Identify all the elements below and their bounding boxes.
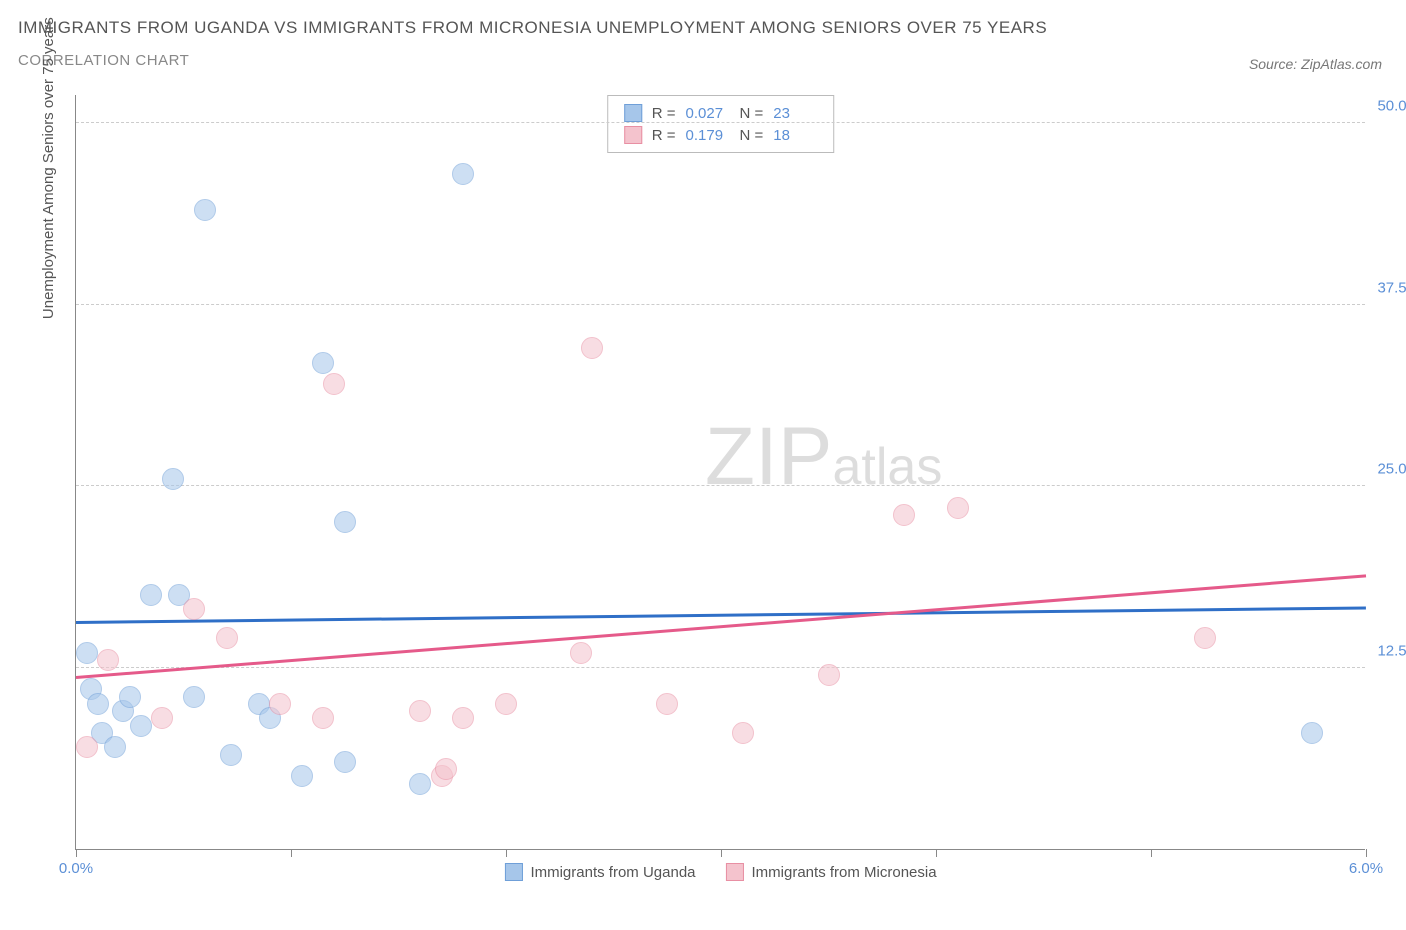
x-tick [506,849,507,857]
y-tick-label: 12.5% [1377,642,1406,659]
watermark: ZIPatlas [705,410,942,504]
scatter-point [1194,627,1216,649]
legend-series-label: Immigrants from Micronesia [752,864,937,881]
legend-r-label: R = [652,105,676,122]
scatter-point [87,693,109,715]
scatter-point [140,584,162,606]
scatter-point [581,337,603,359]
x-tick [291,849,292,857]
scatter-point [452,707,474,729]
scatter-point [312,707,334,729]
scatter-point [183,686,205,708]
x-tick [1151,849,1152,857]
legend-series-item: Immigrants from Micronesia [726,863,937,881]
legend-stat-row: R = 0.179 N = 18 [624,124,818,146]
scatter-point [334,751,356,773]
scatter-point [151,707,173,729]
x-tick-label: 0.0% [59,860,93,877]
scatter-point [323,373,345,395]
scatter-point [269,693,291,715]
scatter-point [162,468,184,490]
x-tick [936,849,937,857]
gridline [76,304,1365,305]
scatter-point [119,686,141,708]
scatter-point [1301,722,1323,744]
scatter-point [495,693,517,715]
y-tick-label: 25.0% [1377,461,1406,478]
x-tick [1366,849,1367,857]
scatter-point [183,598,205,620]
x-tick-label: 6.0% [1349,860,1383,877]
trend-line [76,606,1366,624]
gridline [76,667,1365,668]
scatter-point [334,511,356,533]
scatter-point [76,642,98,664]
scatter-point [97,649,119,671]
x-tick [76,849,77,857]
scatter-point [220,744,242,766]
legend-n-label: N = [740,127,764,144]
legend-series: Immigrants from Uganda Immigrants from Mi… [504,863,936,881]
scatter-point [656,693,678,715]
legend-r-value: 0.027 [686,105,730,122]
y-tick-label: 50.0% [1377,98,1406,115]
legend-swatch [504,863,522,881]
legend-swatch [726,863,744,881]
source-label: Source: ZipAtlas.com [1249,56,1382,72]
legend-stats: R = 0.027 N = 23 R = 0.179 N = 18 [607,95,835,153]
scatter-point [409,700,431,722]
scatter-point [76,736,98,758]
legend-r-value: 0.179 [686,127,730,144]
scatter-point [818,664,840,686]
scatter-point [194,199,216,221]
scatter-point [216,627,238,649]
gridline [76,122,1365,123]
legend-stat-row: R = 0.027 N = 23 [624,102,818,124]
scatter-point [732,722,754,744]
legend-series-label: Immigrants from Uganda [530,864,695,881]
legend-n-value: 18 [773,127,817,144]
x-tick [721,849,722,857]
y-tick-label: 37.5% [1377,279,1406,296]
scatter-point [452,163,474,185]
scatter-point [312,352,334,374]
y-axis-label: Unemployment Among Seniors over 75 years [40,17,57,319]
legend-swatch [624,126,642,144]
scatter-point [409,773,431,795]
legend-n-value: 23 [773,105,817,122]
trend-line [76,574,1366,679]
scatter-point [104,736,126,758]
chart-title-line1: IMMIGRANTS FROM UGANDA VS IMMIGRANTS FRO… [18,18,1047,38]
scatter-point [435,758,457,780]
legend-series-item: Immigrants from Uganda [504,863,695,881]
scatter-chart: ZIPatlas R =0.027N =23R =0.179N =18 Immi… [75,95,1365,850]
scatter-point [291,765,313,787]
legend-swatch [624,104,642,122]
legend-n-label: N = [740,105,764,122]
legend-r-label: R = [652,127,676,144]
scatter-point [130,715,152,737]
gridline [76,485,1365,486]
scatter-point [947,497,969,519]
scatter-point [570,642,592,664]
scatter-point [893,504,915,526]
chart-title-line2: CORRELATION CHART [18,52,1047,69]
